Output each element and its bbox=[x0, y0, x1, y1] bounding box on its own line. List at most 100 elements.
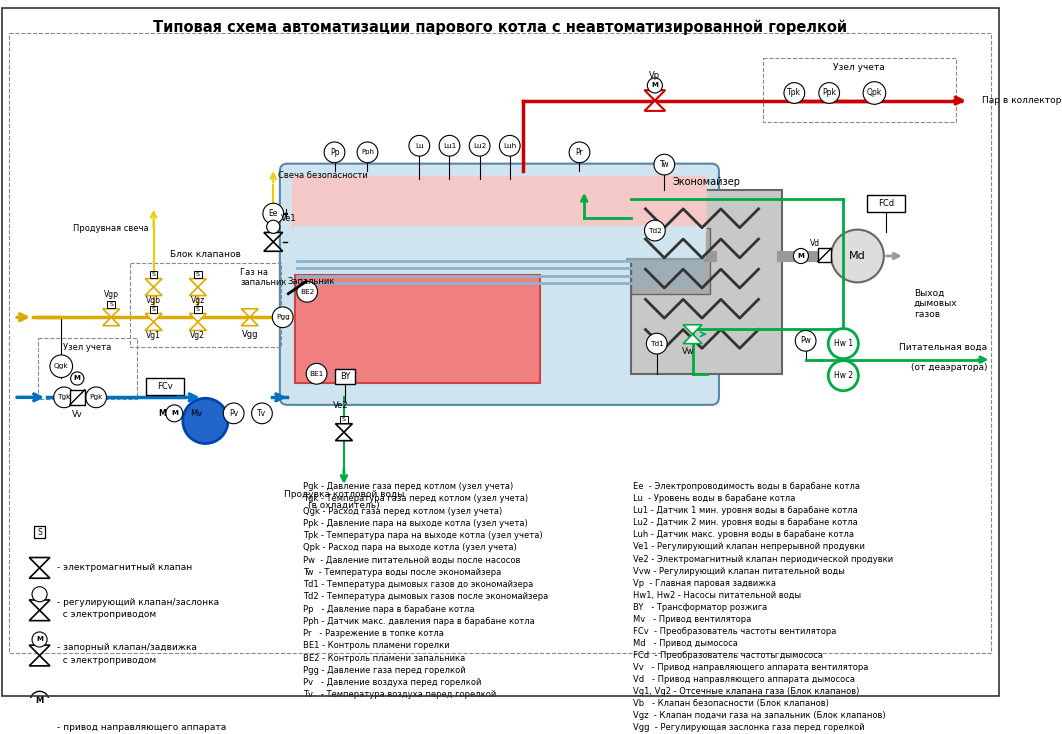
Bar bbox=[107, 301, 115, 308]
Bar bbox=[335, 369, 355, 384]
Polygon shape bbox=[30, 645, 50, 655]
Text: Lu: Lu bbox=[415, 142, 424, 149]
Text: S: S bbox=[195, 272, 200, 277]
Bar bbox=[818, 248, 832, 261]
Text: FCv  - Преобразователь частоты вентилятора: FCv - Преобразователь частоты вентилятор… bbox=[633, 627, 837, 636]
Text: Hw 2: Hw 2 bbox=[834, 371, 853, 380]
Text: S: S bbox=[37, 528, 42, 537]
Text: Типовая схема автоматизации парового котла с неавтоматизированной горелкой: Типовая схема автоматизации парового кот… bbox=[153, 20, 847, 35]
Polygon shape bbox=[241, 317, 258, 326]
Bar bbox=[194, 306, 202, 313]
Text: Md: Md bbox=[850, 251, 866, 261]
Text: Lu1: Lu1 bbox=[443, 142, 457, 149]
Text: Узел учета: Узел учета bbox=[63, 343, 110, 352]
Circle shape bbox=[166, 405, 183, 422]
Text: Узел учета: Узел учета bbox=[834, 63, 886, 72]
Circle shape bbox=[54, 387, 74, 407]
Polygon shape bbox=[145, 322, 162, 330]
Text: M: M bbox=[74, 376, 81, 382]
Text: Vp  - Главная паровая задвижка: Vp - Главная паровая задвижка bbox=[633, 578, 776, 588]
Text: FCv: FCv bbox=[157, 382, 173, 391]
Polygon shape bbox=[30, 610, 50, 621]
Polygon shape bbox=[645, 90, 665, 101]
Text: (от деаэратора): (от деаэратора) bbox=[911, 363, 988, 372]
Text: Tgk: Tgk bbox=[57, 394, 71, 400]
Polygon shape bbox=[145, 279, 162, 287]
Circle shape bbox=[267, 220, 280, 233]
Text: S: S bbox=[342, 417, 346, 422]
Text: BY   - Трансформатор розжига: BY - Трансформатор розжига bbox=[633, 603, 768, 611]
Text: Ppk: Ppk bbox=[822, 89, 836, 98]
Text: FCd: FCd bbox=[877, 199, 894, 208]
Polygon shape bbox=[103, 317, 120, 326]
Text: Vgg: Vgg bbox=[241, 330, 258, 338]
Text: Qpk: Qpk bbox=[867, 89, 883, 98]
Text: Mv   - Привод вентилятора: Mv - Привод вентилятора bbox=[633, 615, 752, 624]
Text: BE1: BE1 bbox=[309, 371, 324, 377]
Text: S: S bbox=[195, 307, 200, 312]
Text: - привод направляющего аппарата: - привод направляющего аппарата bbox=[56, 723, 226, 732]
Text: Vg1, Vg2 - Отсечные клапана газа (Блок клапанов): Vg1, Vg2 - Отсечные клапана газа (Блок к… bbox=[633, 687, 859, 696]
Text: Qpk - Расход пара на выходе котла (узел учета): Qpk - Расход пара на выходе котла (узел … bbox=[304, 543, 517, 553]
Polygon shape bbox=[189, 279, 206, 287]
Text: Продувка котловой воды: Продувка котловой воды bbox=[284, 490, 405, 499]
Text: Pph - Датчик макс. давления пара в барабане котла: Pph - Датчик макс. давления пара в бараб… bbox=[304, 617, 535, 626]
Text: Экономайзер: Экономайзер bbox=[672, 177, 740, 186]
Text: Pgg - Давление газа перед горелкой: Pgg - Давление газа перед горелкой bbox=[304, 666, 466, 675]
Text: Vv: Vv bbox=[72, 410, 83, 419]
Circle shape bbox=[469, 135, 490, 156]
Text: Hw 1: Hw 1 bbox=[834, 339, 853, 348]
Circle shape bbox=[795, 330, 816, 351]
Polygon shape bbox=[189, 322, 206, 330]
Bar bbox=[631, 190, 782, 374]
Text: BY: BY bbox=[340, 372, 350, 381]
Text: с электроприводом: с электроприводом bbox=[56, 611, 156, 619]
Text: Hw1, Hw2 - Насосы питательной воды: Hw1, Hw2 - Насосы питательной воды bbox=[633, 591, 802, 600]
Text: с электроприводом: с электроприводом bbox=[56, 655, 156, 665]
Text: Vgz  - Клапан подачи газа на запальник (Блок клапанов): Vgz - Клапан подачи газа на запальник (Б… bbox=[633, 711, 886, 720]
Text: M: M bbox=[651, 82, 658, 88]
Circle shape bbox=[263, 203, 284, 224]
Text: Ee  - Электропроводимость воды в барабане котла: Ee - Электропроводимость воды в барабане… bbox=[633, 482, 860, 491]
Text: Td1 - Температура дымовых газов до экономайзера: Td1 - Температура дымовых газов до эконо… bbox=[304, 580, 534, 589]
Circle shape bbox=[819, 83, 840, 103]
Text: - запорный клапан/задвижка: - запорный клапан/задвижка bbox=[56, 644, 196, 653]
Circle shape bbox=[324, 142, 345, 163]
Text: Pgk - Давление газа перед котлом (узел учета): Pgk - Давление газа перед котлом (узел у… bbox=[304, 482, 514, 491]
Text: Vd   - Привод направляющего аппарата дымососа: Vd - Привод направляющего аппарата дымос… bbox=[633, 675, 855, 684]
Polygon shape bbox=[189, 313, 206, 322]
Text: Pv   - Давление воздуха перед горелкой: Pv - Давление воздуха перед горелкой bbox=[304, 678, 482, 687]
Text: Td2 - Температура дымовых газов после экономайзера: Td2 - Температура дымовых газов после эк… bbox=[304, 592, 549, 601]
Text: Pp: Pp bbox=[330, 148, 339, 157]
Text: Tw  - Температура воды после экономайзера: Tw - Температура воды после экономайзера bbox=[304, 568, 501, 577]
Polygon shape bbox=[241, 309, 258, 317]
Text: BE2: BE2 bbox=[299, 288, 314, 295]
Polygon shape bbox=[683, 334, 702, 344]
Circle shape bbox=[272, 307, 293, 327]
Text: Tw: Tw bbox=[660, 160, 669, 169]
Polygon shape bbox=[30, 600, 50, 610]
Text: S: S bbox=[152, 307, 155, 312]
Text: Lu1 - Датчик 1 мин. уровня воды в барабане котла: Lu1 - Датчик 1 мин. уровня воды в бараба… bbox=[633, 506, 858, 515]
Circle shape bbox=[793, 248, 808, 264]
Text: Vvw - Регулирующий клапан питательной воды: Vvw - Регулирующий клапан питательной во… bbox=[633, 567, 845, 575]
Circle shape bbox=[306, 363, 327, 384]
Text: Свеча безопасности: Свеча безопасности bbox=[278, 172, 367, 181]
Circle shape bbox=[648, 78, 663, 93]
Polygon shape bbox=[683, 324, 702, 334]
Circle shape bbox=[439, 135, 460, 156]
Text: Lu  - Уровень воды в барабане котла: Lu - Уровень воды в барабане котла bbox=[633, 494, 795, 504]
Bar bbox=[194, 271, 202, 277]
Text: Td1: Td1 bbox=[650, 341, 664, 346]
Circle shape bbox=[499, 135, 520, 156]
Circle shape bbox=[828, 360, 858, 390]
Circle shape bbox=[30, 691, 49, 711]
FancyBboxPatch shape bbox=[292, 176, 706, 233]
Text: Газ на
запальник: Газ на запальник bbox=[240, 268, 287, 288]
Text: BE1 - Контроль пламени горелки: BE1 - Контроль пламени горелки bbox=[304, 642, 450, 650]
Text: M: M bbox=[158, 409, 166, 418]
Polygon shape bbox=[263, 242, 282, 251]
Text: M: M bbox=[171, 410, 177, 416]
Text: Lu2 - Датчик 2 мин. уровня воды в барабане котла: Lu2 - Датчик 2 мин. уровня воды в бараба… bbox=[633, 518, 858, 527]
Text: BE2 - Контроль пламени запальника: BE2 - Контроль пламени запальника bbox=[304, 654, 465, 663]
